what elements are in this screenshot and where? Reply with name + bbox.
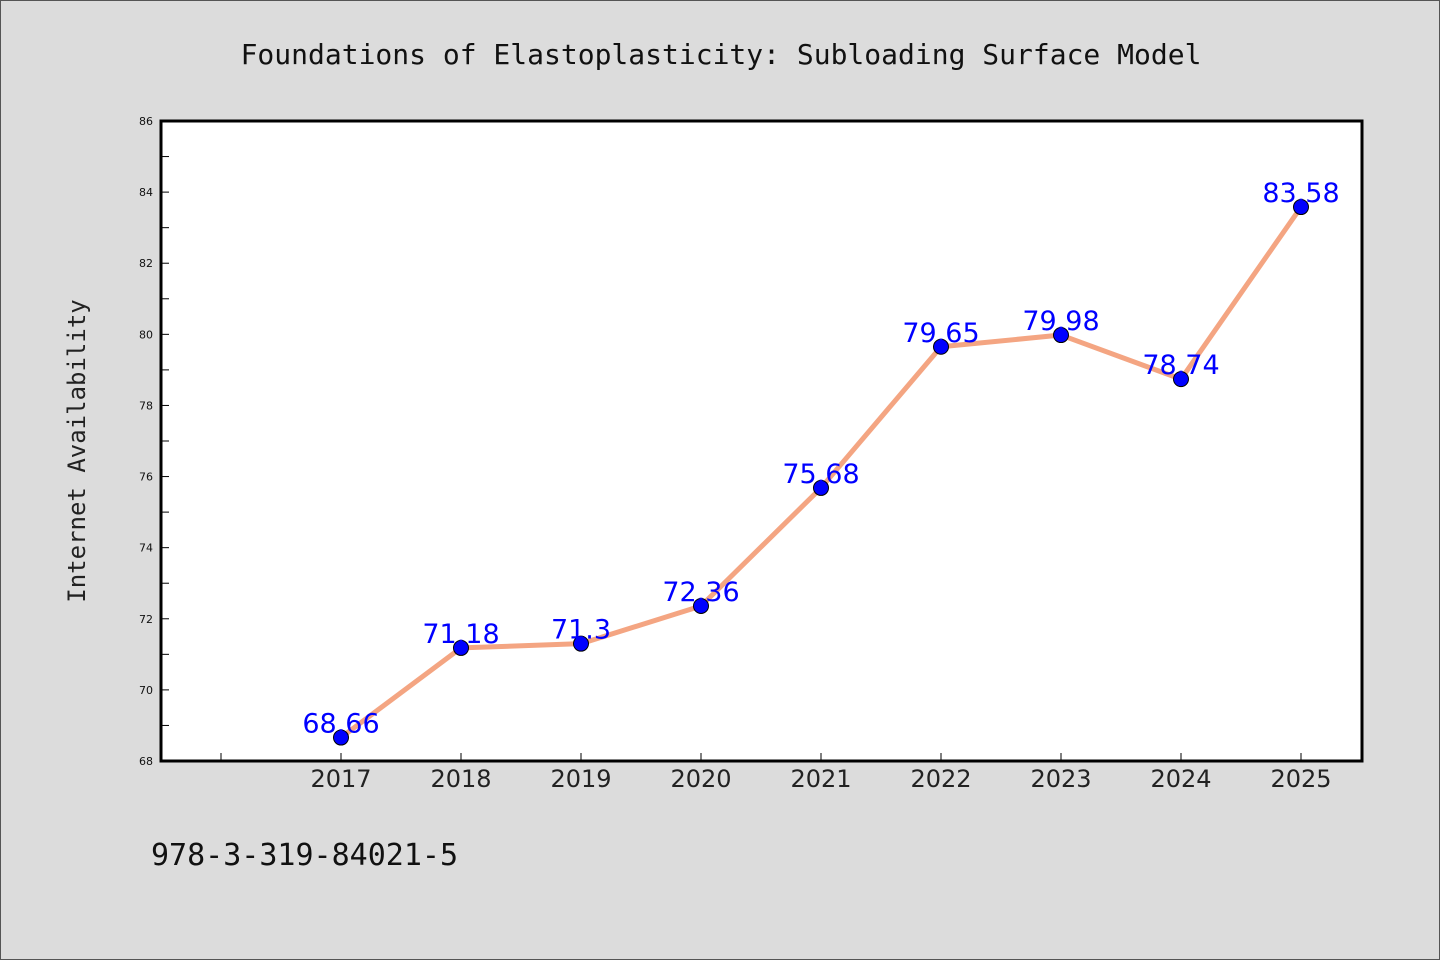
data-point-2021 [813,479,829,496]
x-tick-label: 2019 [550,765,611,793]
x-tick-label: 2024 [1150,765,1211,793]
data-point-2020 [693,597,709,614]
plot-frame [159,119,1364,763]
data-markers [333,199,1309,746]
chart-title: Foundations of Elastoplasticity: Subload… [241,38,1202,71]
y-tick-label: 78 [139,399,153,412]
data-point-2025 [1293,199,1309,216]
y-tick-label: 72 [139,613,153,626]
y-axis-label: Internet Availability [63,299,91,602]
data-label-2025: 83.58 [1262,178,1339,209]
y-tick-label: 84 [139,186,153,199]
data-point-2019 [573,635,589,652]
data-point-2023 [1053,327,1069,344]
x-axis-ticks: 2017 2018 2019 2020 2021 2022 2023 2024 2025 [220,753,1332,793]
y-tick-label: 68 [139,755,153,768]
y-axis-ticks: 68 70 72 74 76 78 80 82 84 86 [139,115,169,768]
data-label-2023: 79.98 [1022,306,1099,337]
x-tick-label: 2025 [1270,765,1331,793]
x-tick-label: 2021 [790,765,851,793]
y-tick-label: 74 [139,542,153,555]
data-label-2022: 79.65 [902,318,979,349]
y-tick-label: 82 [139,257,153,270]
y-tick-label: 76 [139,471,153,484]
data-point-2017 [333,729,349,746]
data-point-2018 [453,639,469,656]
x-tick-label: 2022 [910,765,971,793]
y-tick-label: 80 [139,328,153,341]
isbn-text: 978-3-319-84021-5 [151,838,458,873]
x-tick-label: 2020 [670,765,731,793]
data-point-2024 [1173,371,1189,388]
data-label-2024: 78.74 [1142,350,1219,381]
x-tick-label: 2017 [310,765,371,793]
y-tick-label: 70 [139,684,153,697]
data-label-2019: 71.3 [551,615,611,646]
x-tick-label: 2023 [1030,765,1091,793]
data-point-2022 [933,338,949,355]
data-labels: 68.66 71.18 71.3 72.36 75.68 79.65 79.98 78.74 8… [302,178,1339,739]
x-tick-label: 2018 [430,765,491,793]
data-label-2017: 68.66 [302,709,379,740]
plot-area [161,121,1362,761]
y-tick-label: 86 [139,115,153,128]
data-label-2021: 75.68 [782,459,859,490]
data-label-2018: 71.18 [422,619,499,650]
data-label-2020: 72.36 [662,577,739,608]
